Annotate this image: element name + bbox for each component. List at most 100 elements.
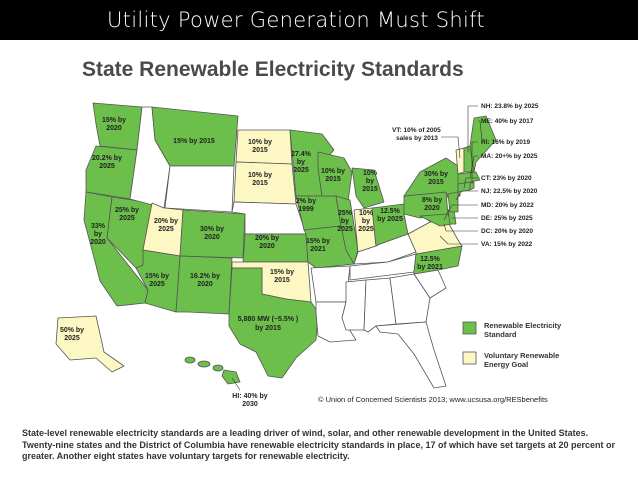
label-nv-1: 25% by — [115, 207, 139, 214]
label-in-1: 10% — [359, 210, 374, 217]
state-ny — [403, 157, 461, 199]
slide-title: Utility Power Generation Must Shift — [0, 0, 638, 40]
label-ca-1: 33% — [91, 223, 106, 230]
state-ga — [389, 273, 431, 325]
label-az-2: 2025 — [149, 281, 165, 288]
label-ca-3: 2020 — [90, 239, 106, 246]
label-wa-2: 2020 — [106, 125, 122, 132]
state-fl — [375, 321, 447, 389]
ne-callouts: VT: 10% of 2005 sales by 2013 NH: 23.8% b… — [392, 103, 539, 248]
label-il-1: 25% — [338, 210, 353, 217]
label-mi-2: by — [366, 178, 374, 185]
label-co-1: 30% by — [200, 226, 224, 233]
label-tx-2: by 2015 — [255, 325, 281, 332]
state-ms — [341, 279, 367, 331]
label-az-1: 15% by — [145, 273, 169, 280]
callout-vt-2: sales by 2013 — [396, 135, 438, 142]
svg-text:12.5%by 2021: 12.5% by 2021 — [417, 256, 443, 271]
label-tx-1: 5,880 MW (~5.5% ) — [238, 316, 299, 323]
label-pa-2: 2020 — [424, 205, 440, 212]
state-md — [419, 213, 453, 227]
callout-de: DE: 25% by 2025 — [481, 215, 533, 222]
label-ok-2: 2015 — [274, 277, 290, 284]
legend-goal-2: Energy Goal — [484, 360, 528, 369]
callout-nj: NJ: 22.5% by 2020 — [481, 188, 538, 195]
state-wy — [164, 165, 235, 213]
label-nc-1: 12.5% — [420, 256, 441, 263]
callout-leaders — [231, 105, 483, 391]
label-nv-2: 2025 — [119, 215, 135, 222]
label-il-3: 2025 — [337, 226, 353, 233]
label-ak-1: 50% by — [60, 327, 84, 334]
legend-swatch-goal — [462, 351, 477, 365]
label-mi-3: 2015 — [362, 186, 378, 193]
label-hi-1: HI: 40% by — [232, 393, 268, 400]
callout-vt-1: VT: 10% of 2005 — [392, 127, 441, 134]
state-ar — [310, 265, 351, 303]
state-nj — [447, 191, 459, 213]
label-in-2: by — [362, 218, 370, 225]
label-co-2: 2020 — [204, 234, 220, 241]
label-ia-1: 2% by — [296, 198, 316, 205]
label-mo-2: 2021 — [310, 246, 326, 253]
label-wi-2: 2015 — [325, 176, 341, 183]
label-wi-1: 10% by — [321, 168, 345, 175]
label-in-3: 2025 — [358, 226, 374, 233]
label-ut-1: 20% by — [154, 218, 178, 225]
label-or-1: 20.2% by — [92, 155, 122, 162]
callout-ri: RI: 16% by 2019 — [481, 139, 531, 146]
label-or-2: 2025 — [99, 163, 115, 170]
label-ks-2: 2020 — [259, 243, 275, 250]
callout-ma: MA: 20+% by 2025 — [481, 153, 538, 160]
label-nm-2: 2020 — [197, 281, 213, 288]
state-me — [469, 115, 497, 173]
label-mt: 15% by 2015 — [173, 138, 215, 145]
label-oh-1: 12.5% — [380, 208, 401, 215]
legend-swatch-standard — [462, 321, 477, 335]
label-mi-1: 10% — [363, 170, 378, 177]
state-mt — [151, 106, 239, 167]
state-hi — [184, 356, 241, 385]
legend-standard-1: Renewable Electricity — [484, 321, 562, 330]
callout-va: VA: 15% by 2022 — [481, 241, 533, 248]
callout-md: MD: 20% by 2022 — [481, 202, 534, 209]
legend-standard-2: Standard — [484, 330, 517, 339]
callout-ct: CT: 23% by 2020 — [481, 175, 532, 182]
map-credit: © Union of Concerned Scientists 2013; ww… — [318, 395, 548, 404]
label-mn-1: 27.4% — [291, 151, 312, 158]
callout-me: ME: 40% by 2017 — [481, 118, 534, 125]
label-mn-2: by — [297, 159, 305, 166]
state-mi — [351, 167, 385, 209]
label-sd-1: 10% by — [248, 172, 272, 179]
label-il-2: by — [341, 218, 349, 225]
state-or — [85, 145, 138, 200]
label-ca-2: by — [94, 231, 102, 238]
label-pa-1: 8% by — [422, 197, 442, 204]
state-ri — [469, 181, 475, 191]
label-mn-3: 2025 — [293, 167, 309, 174]
callout-nh: NH: 23.8% by 2025 — [481, 103, 539, 110]
label-wa-1: 15% by — [102, 117, 126, 124]
legend-goal-1: Voluntary Renewable — [484, 351, 559, 360]
label-nm-1: 16.2% by — [190, 273, 220, 280]
label-nc-2: by 2021 — [417, 264, 443, 271]
